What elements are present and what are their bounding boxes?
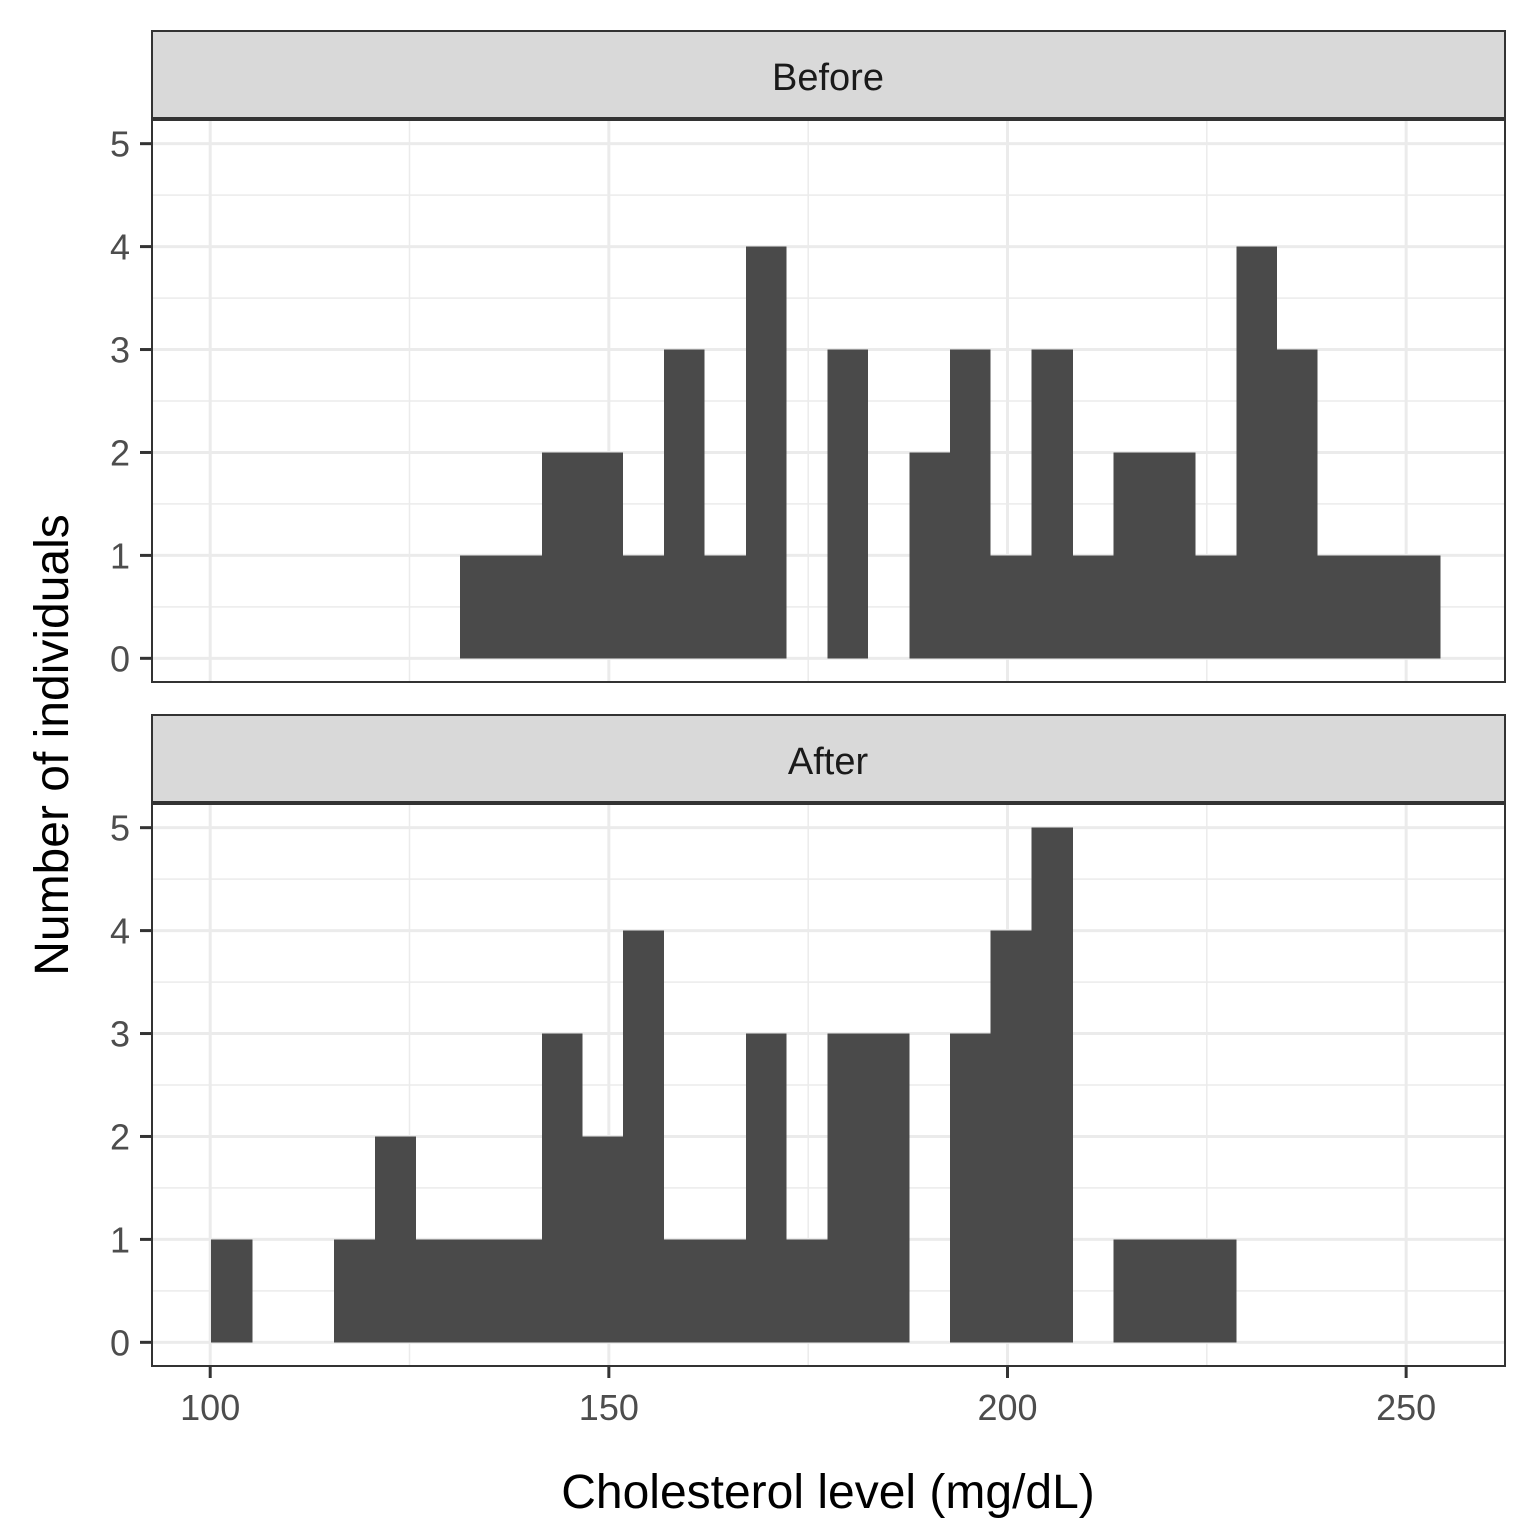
histogram-bar-before	[909, 452, 951, 659]
histogram-bar-after	[333, 1239, 376, 1343]
plot-border-after	[151, 803, 1506, 1367]
plot-border-before	[151, 119, 1506, 683]
histogram-bar-before	[704, 555, 746, 659]
histogram-bar-after	[415, 1239, 542, 1343]
histogram-bar-before	[459, 555, 542, 659]
histogram-bar-after	[210, 1239, 253, 1343]
bars-after	[210, 827, 1237, 1343]
histogram-bar-before	[990, 555, 1032, 659]
facet-strip-after	[151, 714, 1506, 803]
y-tick-label: 3	[110, 1014, 130, 1055]
x-tick-label: 250	[1376, 1387, 1436, 1428]
histogram-bar-before	[827, 349, 868, 659]
histogram-bar-before	[541, 452, 624, 659]
histogram-bar-before	[663, 349, 705, 659]
facet-strip-before	[151, 30, 1506, 119]
histogram-bar-after	[663, 1239, 746, 1343]
bars-before	[459, 246, 1441, 659]
y-axis-after: 0 1 2 3 4 5	[110, 808, 152, 1363]
x-tick-label: 150	[579, 1387, 639, 1428]
x-axis: 100 150 200 250	[180, 1366, 1436, 1428]
y-tick-label: 4	[110, 227, 130, 268]
facet-panel-after: After 0 1 2 3 4 5	[110, 714, 1506, 1367]
histogram-bar-after	[827, 1033, 910, 1343]
histogram-bar-after	[1113, 1239, 1237, 1343]
x-tick-label: 200	[977, 1387, 1037, 1428]
histogram-bar-after	[950, 1033, 991, 1343]
y-tick-label: 5	[110, 808, 130, 849]
y-tick-label: 2	[110, 1116, 130, 1157]
y-tick-label: 1	[110, 1219, 130, 1260]
y-tick-label: 1	[110, 535, 130, 576]
histogram-bar-after	[582, 1136, 624, 1343]
histogram-bar-after	[375, 1136, 416, 1343]
histogram-bar-before	[1195, 555, 1237, 659]
histogram-bar-before	[950, 349, 991, 659]
y-tick-label: 0	[110, 638, 130, 679]
y-tick-label: 3	[110, 330, 130, 371]
histogram-bar-before	[1113, 452, 1196, 659]
y-tick-label: 0	[110, 1322, 130, 1363]
histogram-bar-before	[745, 246, 787, 659]
y-tick-label: 2	[110, 432, 130, 473]
facet-panel-before: Before 0 1 2 3 4 5	[110, 30, 1506, 683]
y-axis-before: 0 1 2 3 4 5	[110, 124, 152, 679]
histogram-bar-before	[1276, 349, 1318, 659]
y-axis-title: Number of individuals	[26, 514, 79, 976]
histogram-bar-before	[1317, 555, 1441, 659]
histogram-bar-before	[1031, 349, 1073, 659]
facet-strip-label-after: After	[788, 741, 869, 783]
x-tick-label: 100	[180, 1387, 240, 1428]
histogram-bar-after	[1031, 827, 1073, 1343]
y-tick-label: 4	[110, 911, 130, 952]
histogram-bar-after	[990, 930, 1032, 1343]
histogram-bar-after	[541, 1033, 583, 1343]
histogram-bar-before	[1236, 246, 1277, 659]
x-axis-title: Cholesterol level (mg/dL)	[561, 1466, 1095, 1519]
histogram-bar-after	[745, 1033, 787, 1343]
histogram-bar-before	[1072, 555, 1114, 659]
histogram-bar-after	[623, 930, 664, 1343]
histogram-bar-after	[786, 1239, 828, 1343]
facet-strip-label-before: Before	[772, 57, 884, 99]
histogram-bar-before	[623, 555, 664, 659]
y-tick-label: 5	[110, 124, 130, 165]
